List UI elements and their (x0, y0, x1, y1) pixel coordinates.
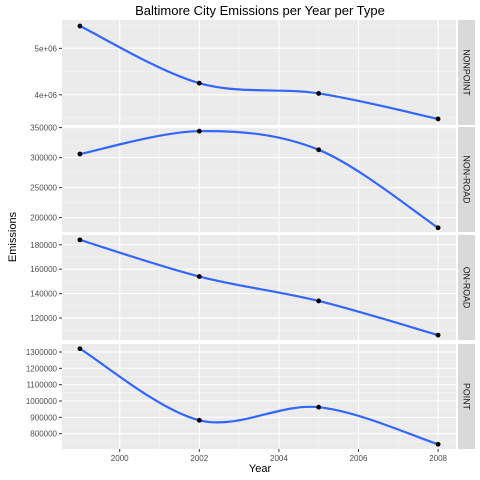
facet-strip-label: NONPOINT (462, 49, 472, 96)
y-tick-label: 1000000 (26, 397, 58, 406)
facet-panels: 4e+06 5e+06 NONPOINT 200000 250000 300000 3500… (26, 20, 475, 449)
y-tick-label: 900000 (30, 413, 57, 422)
x-axis-title: Year (249, 463, 272, 475)
x-tick-label: 2002 (190, 454, 208, 463)
series-line (79, 130, 439, 229)
data-point (77, 23, 83, 29)
data-point (435, 441, 441, 447)
data-point (435, 225, 441, 231)
data-point (435, 116, 441, 122)
y-tick-label: 800000 (30, 430, 57, 439)
y-tick-label: 120000 (30, 314, 57, 323)
panel-background (62, 235, 456, 340)
y-tick-label: 200000 (30, 214, 57, 223)
y-tick-label: 5e+06 (35, 44, 58, 53)
y-tick-label: 180000 (30, 241, 57, 250)
panel-background (62, 344, 456, 449)
facet-panel-non-road: 200000 250000 300000 350000 NON-ROAD (30, 124, 475, 232)
x-tick-label: 2008 (429, 454, 447, 463)
series-line (79, 347, 439, 446)
y-tick-label: 1200000 (26, 364, 58, 373)
x-tick-label: 2004 (270, 454, 288, 463)
facet-strip (458, 20, 475, 125)
facet-strip-label: ON-ROAD (462, 267, 472, 309)
y-axis-title: Emissions (7, 211, 19, 262)
y-tick-label: 1300000 (26, 348, 58, 357)
facet-strip (458, 344, 475, 449)
facet-panel-nonpoint: 4e+06 5e+06 NONPOINT (35, 20, 475, 125)
y-tick-label: 350000 (30, 124, 57, 133)
facet-strip (458, 127, 475, 232)
y-tick-label: 250000 (30, 184, 57, 193)
panel-background (62, 127, 456, 232)
y-tick-label: 1100000 (26, 381, 57, 390)
y-tick-label: 4e+06 (35, 91, 58, 100)
y-tick-label: 300000 (30, 154, 57, 163)
chart-title: Baltimore City Emissions per Year per Ty… (135, 3, 385, 18)
facet-panel-point: 800000 900000 1000000 1100000 1200000 1300000… (26, 344, 475, 449)
facet-strip (458, 235, 475, 340)
x-tick-label: 2000 (111, 454, 129, 463)
x-axis: 2000 2002 2004 2006 2008 (111, 449, 448, 463)
y-tick-label: 160000 (30, 265, 57, 274)
facet-strip-label: NON-ROAD (462, 156, 472, 204)
data-point (435, 332, 441, 338)
facet-strip-label: POINT (462, 383, 472, 411)
data-point (316, 147, 322, 153)
facet-panel-on-road: 120000 140000 160000 180000 ON-ROAD (30, 235, 475, 340)
series-line (79, 25, 439, 121)
data-point (77, 237, 83, 243)
data-point (316, 91, 322, 96)
series-line (79, 238, 439, 337)
data-point (196, 128, 202, 134)
data-point (316, 404, 322, 410)
data-point (77, 346, 83, 352)
data-point (316, 298, 322, 304)
x-tick-label: 2006 (350, 454, 368, 463)
data-point (196, 274, 202, 279)
y-tick-label: 140000 (30, 290, 57, 299)
data-point (196, 417, 202, 423)
data-point (196, 80, 202, 86)
data-point (77, 151, 83, 157)
